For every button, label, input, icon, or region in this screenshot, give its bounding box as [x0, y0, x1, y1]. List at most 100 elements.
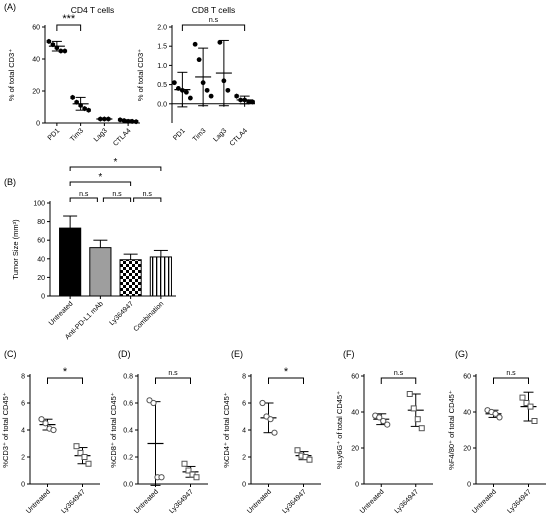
y-axis-label: % of total CD3⁺: [136, 49, 145, 101]
bar: [89, 247, 112, 297]
y-tick-label: 100: [33, 201, 45, 208]
data-point: [129, 118, 135, 124]
bar: [149, 256, 172, 297]
data-point: [406, 391, 413, 397]
y-tick-label: 60: [32, 25, 40, 32]
x-tick-label: CTLA4: [229, 127, 249, 147]
significance-label: n.s: [168, 370, 178, 377]
data-point: [250, 99, 255, 105]
significance-bracket: [47, 377, 83, 384]
y-tick-label: 1.0: [157, 63, 167, 70]
significance-bracket: [380, 377, 417, 384]
data-point: [410, 405, 417, 412]
y-axis-label: %F4/80⁺ of total CD45⁺: [447, 390, 456, 470]
data-point: [58, 48, 64, 54]
x-tick-label: Untreated: [25, 488, 52, 515]
y-tick-label: 0.4: [123, 428, 133, 435]
y-tick-label: 4: [21, 428, 25, 435]
data-point: [121, 118, 127, 124]
significance-label: n.s: [112, 191, 122, 198]
data-point: [81, 454, 88, 460]
data-point: [74, 99, 79, 105]
significance-label: n.s: [209, 17, 219, 24]
x-tick-label: Ly364947: [281, 488, 308, 515]
data-point: [54, 45, 60, 51]
y-tick-label: 40: [32, 57, 40, 64]
significance-label: *: [98, 172, 102, 183]
y-tick-label: 60: [351, 374, 359, 381]
data-point: [50, 426, 57, 434]
y-tick-label: 0: [36, 121, 40, 128]
significance-bracket: [268, 377, 304, 384]
panel-label: (A): [4, 2, 16, 12]
data-point: [531, 418, 538, 424]
significance-bracket: [155, 377, 191, 384]
significance-bracket: [493, 377, 529, 384]
data-point: [208, 93, 214, 99]
data-point: [193, 474, 200, 481]
y-tick-label: 60: [37, 238, 45, 245]
panel-label: (G): [455, 349, 468, 359]
y-tick-label: 8: [242, 374, 246, 381]
significance-label: n.s: [143, 191, 153, 198]
data-point: [523, 400, 530, 406]
x-tick-label: Combination: [133, 300, 166, 333]
y-tick-label: 2: [242, 455, 246, 462]
data-point: [133, 119, 139, 125]
y-tick-label: 40: [351, 410, 359, 417]
y-tick-label: 1.5: [157, 44, 167, 51]
significance-bracket: [69, 166, 162, 171]
data-point: [192, 41, 198, 47]
x-tick-label: PD1: [47, 127, 62, 142]
significance-bracket: [56, 24, 82, 31]
y-tick-label: 0: [242, 482, 246, 489]
significance-label: n.s: [506, 370, 516, 377]
y-tick-label: 0: [355, 482, 359, 489]
y-tick-label: 0.0: [157, 101, 167, 108]
data-point: [414, 416, 421, 423]
y-tick-label: 0: [467, 482, 471, 489]
y-tick-label: 4: [242, 428, 246, 435]
data-point: [70, 94, 75, 100]
data-point: [259, 399, 266, 407]
data-point: [200, 80, 206, 86]
y-tick-label: 0: [21, 482, 25, 489]
panel-label: (E): [231, 349, 243, 359]
significance-label: ***: [62, 13, 76, 25]
y-tick-label: 6: [242, 401, 246, 408]
data-point: [158, 474, 165, 481]
y-axis-label: % of total CD3⁺: [7, 49, 16, 101]
y-tick-label: 8: [21, 374, 25, 381]
data-point: [50, 42, 56, 48]
data-point: [85, 460, 92, 467]
x-tick-label: Untreated: [359, 488, 386, 515]
x-tick-label: Tim3: [192, 127, 208, 143]
y-axis-label: %CD8⁺ of total CD45⁺: [109, 392, 118, 467]
bar: [119, 259, 142, 297]
x-tick-label: CTLA4: [112, 127, 132, 147]
data-point: [204, 87, 210, 93]
y-tick-label: 0.0: [123, 482, 133, 489]
y-tick-label: 6: [21, 401, 25, 408]
x-tick-label: Untreated: [133, 488, 160, 515]
data-point: [125, 118, 131, 124]
data-point: [106, 116, 111, 122]
data-point: [221, 78, 227, 84]
significance-bracket: [102, 197, 132, 202]
panel-label: (C): [4, 349, 17, 359]
data-point: [150, 399, 157, 407]
data-point: [38, 416, 45, 423]
significance-bracket: [133, 197, 162, 202]
x-tick-label: Ly364947: [109, 300, 136, 327]
significance-bracket: [69, 181, 132, 186]
data-point: [77, 449, 84, 456]
significance-label: *: [284, 366, 289, 378]
y-tick-label: 0: [41, 294, 45, 301]
chart-title: CD8 T cells: [192, 5, 236, 15]
x-tick-label: PD1: [172, 127, 187, 142]
data-point: [73, 443, 80, 450]
data-point: [181, 460, 188, 467]
y-tick-label: 40: [37, 256, 45, 263]
data-point: [117, 117, 123, 123]
